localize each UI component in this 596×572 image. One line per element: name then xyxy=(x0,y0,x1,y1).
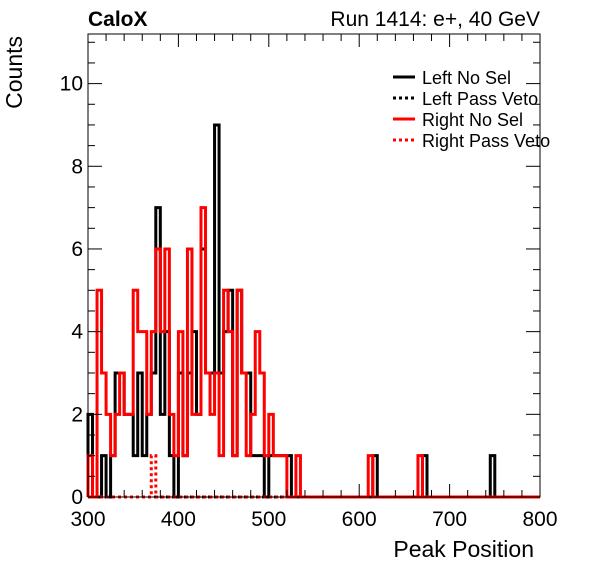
chart-title-left: CaloX xyxy=(88,8,148,31)
x-tick-label: 500 xyxy=(251,508,286,531)
x-tick-label: 800 xyxy=(522,508,557,531)
series-right-pass-veto xyxy=(88,454,540,499)
legend-label-right-no-sel: Right No Sel xyxy=(422,110,523,130)
y-tick-label: 10 xyxy=(60,73,83,96)
series-layer xyxy=(86,123,540,499)
y-tick-label: 6 xyxy=(71,238,83,261)
y-tick-label: 8 xyxy=(71,155,83,178)
chart-title-right: Run 1414: e+, 40 GeV xyxy=(330,8,540,31)
plot-frame xyxy=(87,33,541,498)
x-tick-label: 600 xyxy=(342,508,377,531)
y-tick-label: 2 xyxy=(71,403,83,426)
legend-label-left-pass-veto: Left Pass Veto xyxy=(422,89,538,109)
y-axis-label: Counts xyxy=(1,36,27,109)
axes-layer: 300 400 500 600 700 800 0 2 4 6 8 10 xyxy=(60,33,558,531)
legend-label-right-pass-veto: Right Pass Veto xyxy=(422,131,550,151)
y-tick-label: 0 xyxy=(71,486,83,509)
x-tick-label: 400 xyxy=(161,508,196,531)
x-axis-label: Peak Position xyxy=(393,536,534,562)
y-tick-label: 4 xyxy=(71,321,83,344)
legend-label-left-no-sel: Left No Sel xyxy=(422,68,511,88)
x-tick-label: 300 xyxy=(70,508,105,531)
x-tick-label: 700 xyxy=(432,508,467,531)
